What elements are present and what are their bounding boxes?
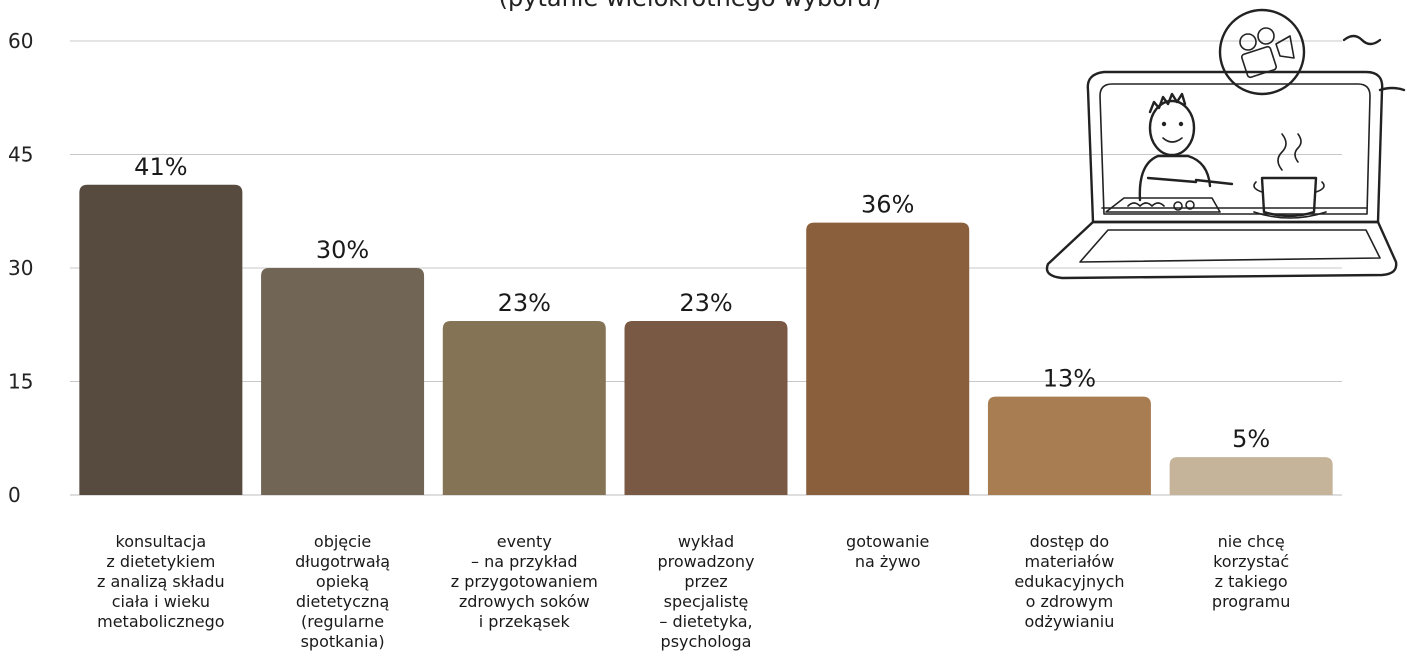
y-tick-label: 15 bbox=[8, 370, 33, 394]
data-label: 23% bbox=[679, 289, 732, 317]
data-label: 23% bbox=[498, 289, 551, 317]
y-tick-label: 45 bbox=[8, 143, 33, 167]
y-tick-label: 60 bbox=[8, 29, 33, 53]
data-label: 36% bbox=[861, 191, 914, 219]
x-tick-label: wykład prowadzony przez specjalistę – dietet… bbox=[657, 532, 754, 651]
chart-title: (pytanie wielokrotnego wyboru) bbox=[499, 0, 882, 12]
x-tick-label: eventy – na przykład z przygotowaniem zdrow… bbox=[451, 532, 598, 631]
bar bbox=[625, 321, 788, 495]
y-tick-label: 30 bbox=[8, 256, 33, 280]
x-tick-label: objęcie długotrwałą opieką dietetyczną (regu… bbox=[295, 532, 390, 651]
x-tick-label: dostęp do materiałów edukacyjnych o zdrowym… bbox=[1014, 532, 1124, 631]
bar bbox=[261, 268, 424, 495]
bar bbox=[988, 397, 1151, 495]
data-label: 30% bbox=[316, 236, 369, 264]
y-tick-label: 0 bbox=[8, 483, 21, 507]
laptop-cooking-illustration bbox=[1047, 10, 1404, 278]
data-label: 13% bbox=[1043, 365, 1096, 393]
bar bbox=[806, 223, 969, 495]
x-tick-label: gotowanie na żywo bbox=[846, 532, 929, 571]
data-label: 5% bbox=[1232, 425, 1270, 453]
bar bbox=[443, 321, 606, 495]
bar bbox=[1170, 457, 1333, 495]
x-tick-label: nie chcę korzystać z takiego programu bbox=[1212, 532, 1290, 611]
data-label: 41% bbox=[134, 153, 187, 181]
bar bbox=[79, 185, 242, 495]
x-tick-label: konsultacja z dietetykiem z analizą składu… bbox=[97, 532, 225, 631]
